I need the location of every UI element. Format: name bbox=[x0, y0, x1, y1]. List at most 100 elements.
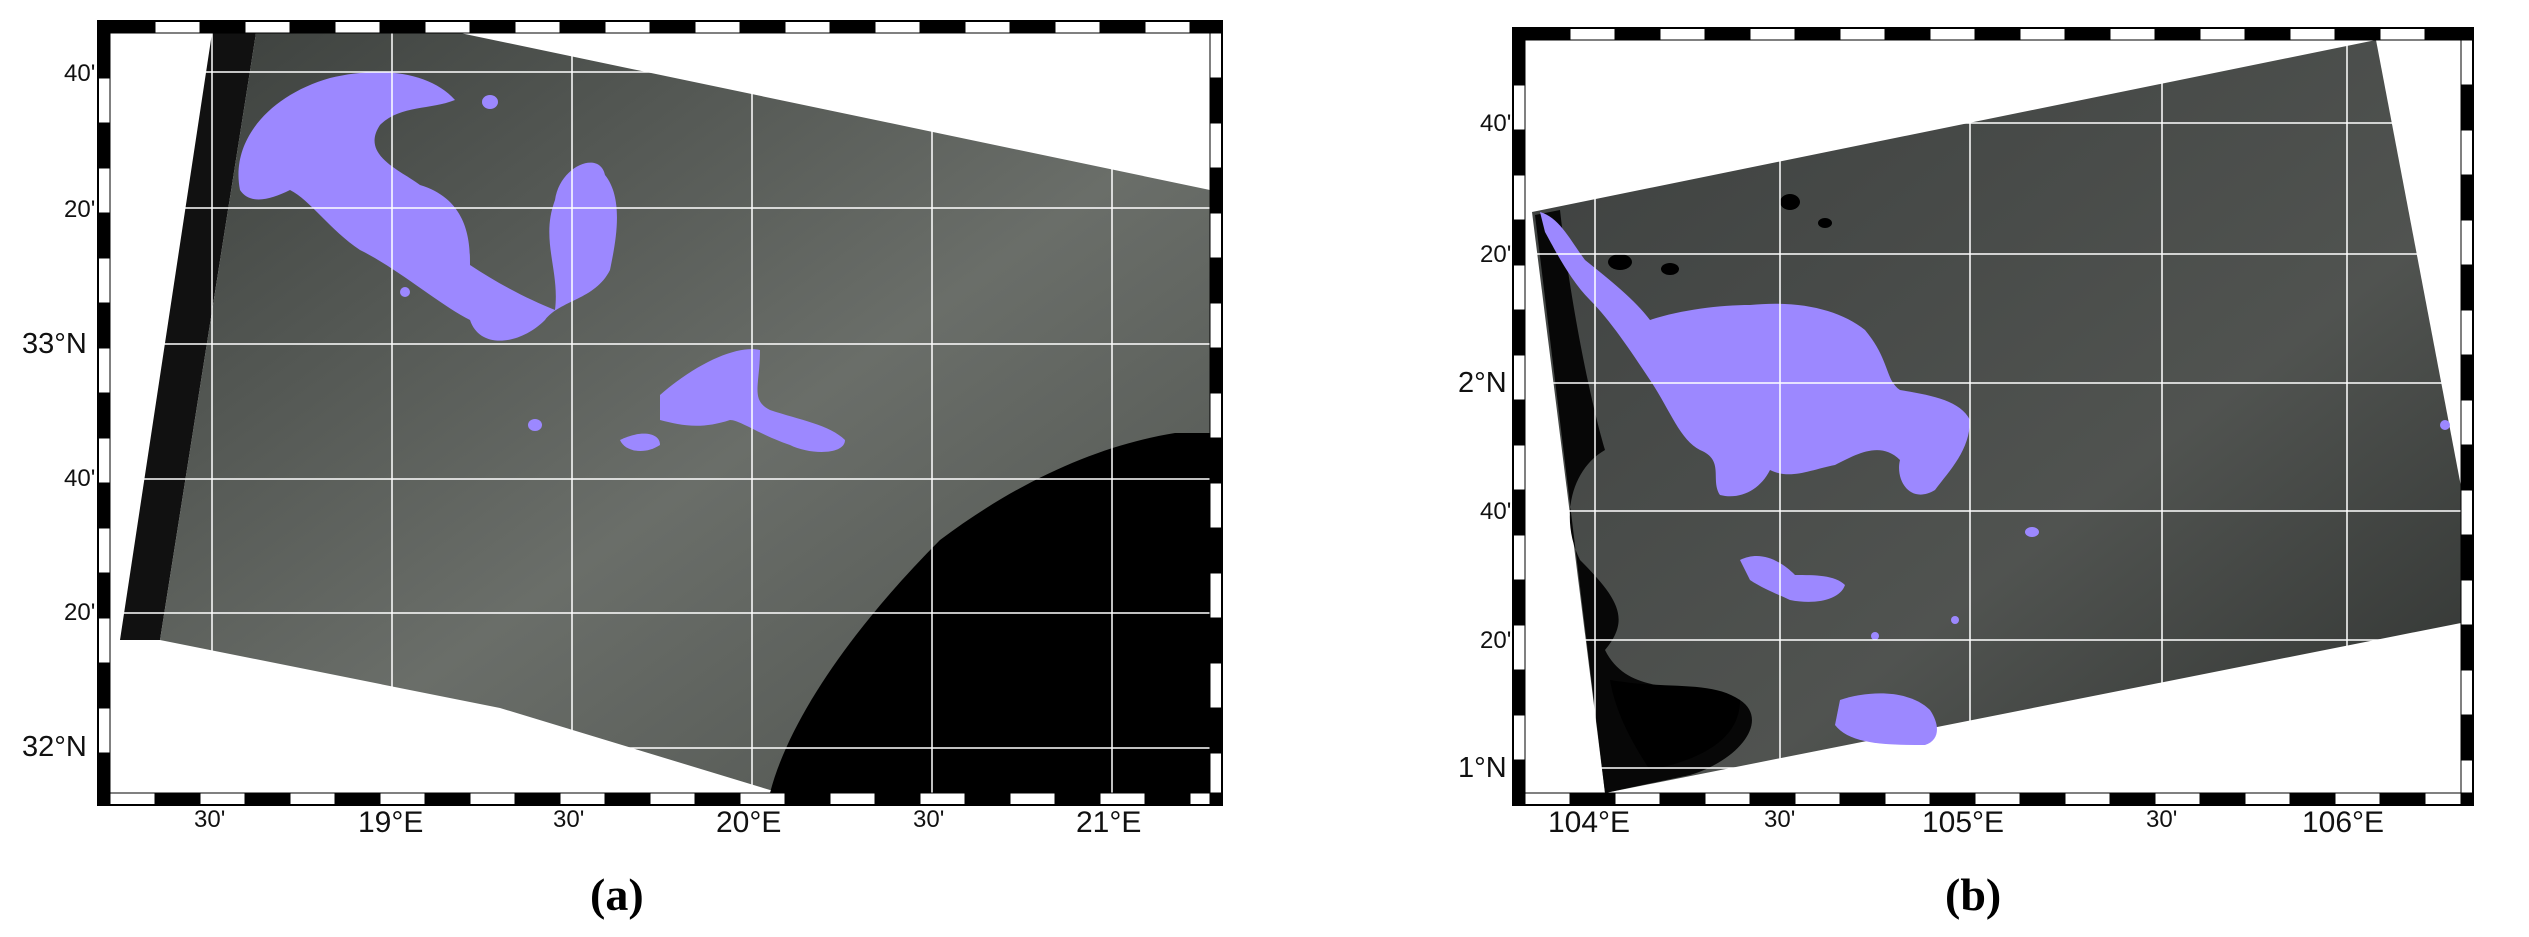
frame-segment bbox=[1209, 482, 1223, 529]
lat-label: 40' bbox=[1480, 110, 1512, 137]
frame-segment bbox=[2154, 27, 2201, 41]
frame-segment bbox=[919, 20, 966, 34]
frame-segment bbox=[97, 572, 111, 619]
frame-segment bbox=[199, 792, 246, 806]
frame-segment bbox=[469, 20, 516, 34]
frame-segment bbox=[2379, 27, 2426, 41]
frame-segment bbox=[1614, 27, 1661, 41]
frame-segment bbox=[1974, 27, 2021, 41]
frame-segment bbox=[97, 122, 111, 169]
oil-slick bbox=[238, 72, 617, 341]
frame-segment bbox=[739, 792, 786, 806]
lat-label: 40' bbox=[64, 60, 96, 87]
frame-segment bbox=[1839, 27, 1886, 41]
frame-segment bbox=[97, 77, 111, 124]
frame-segment bbox=[1512, 174, 1526, 221]
frame-segment bbox=[289, 792, 336, 806]
frame-segment bbox=[97, 707, 111, 754]
frame-segment bbox=[1512, 39, 1526, 86]
frame-segment bbox=[2460, 792, 2474, 806]
map-panel-b: 104°E 30' 105°E 30' 106°E 40' 20' 2°N 40… bbox=[1270, 0, 2529, 937]
frame-segment bbox=[1512, 714, 1526, 761]
map-b-canvas bbox=[1512, 27, 2474, 806]
map-b-land-mask bbox=[1610, 680, 1740, 770]
frame-segment bbox=[694, 792, 741, 806]
frame-segment bbox=[2460, 129, 2474, 176]
frame-segment bbox=[2460, 309, 2474, 356]
oil-slick bbox=[2440, 420, 2450, 430]
oil-slick bbox=[1951, 616, 1959, 624]
frame-segment bbox=[2424, 792, 2462, 806]
lon-label: 20°E bbox=[716, 806, 782, 839]
frame-segment bbox=[1209, 122, 1223, 169]
frame-segment bbox=[784, 792, 831, 806]
frame-segment bbox=[97, 662, 111, 709]
panel-caption-a: (a) bbox=[590, 869, 644, 920]
frame-segment bbox=[379, 20, 426, 34]
frame-segment bbox=[1209, 572, 1223, 619]
frame-segment bbox=[244, 20, 291, 34]
frame-segment bbox=[1209, 617, 1223, 664]
frame-segment bbox=[1209, 77, 1223, 124]
frame-segment bbox=[2334, 792, 2381, 806]
frame-segment bbox=[334, 20, 381, 34]
frame-segment bbox=[2019, 27, 2066, 41]
frame-segment bbox=[1209, 167, 1223, 214]
frame-segment bbox=[1209, 662, 1223, 709]
frame-segment bbox=[97, 212, 111, 259]
map-a-left-strip bbox=[120, 33, 256, 640]
lat-label: 20' bbox=[64, 196, 96, 223]
frame-segment bbox=[1512, 534, 1526, 581]
frame-segment bbox=[2199, 792, 2246, 806]
panel-caption-b: (b) bbox=[1945, 869, 2002, 920]
frame-segment bbox=[97, 392, 111, 439]
frame-segment bbox=[1209, 212, 1223, 259]
oil-slick bbox=[400, 287, 410, 297]
frame-segment bbox=[829, 20, 876, 34]
frame-segment bbox=[1614, 792, 1661, 806]
frame-segment bbox=[919, 792, 966, 806]
frame-segment bbox=[97, 527, 111, 574]
frame-segment bbox=[1512, 264, 1526, 311]
lon-label: 19°E bbox=[358, 806, 424, 839]
frame-segment bbox=[1704, 792, 1751, 806]
frame-segment bbox=[649, 20, 696, 34]
frame-segment bbox=[2064, 27, 2111, 41]
frame-segment bbox=[1512, 444, 1526, 491]
frame-segment bbox=[244, 792, 291, 806]
frame-segment bbox=[1749, 27, 1796, 41]
frame-segment bbox=[154, 792, 201, 806]
frame-segment bbox=[1512, 27, 1526, 41]
frame-segment bbox=[1704, 27, 1751, 41]
oil-slick bbox=[528, 419, 542, 431]
frame-segment bbox=[2460, 444, 2474, 491]
frame-segment bbox=[1209, 32, 1223, 79]
frame-segment bbox=[1929, 27, 1976, 41]
frame-segment bbox=[1189, 20, 1211, 34]
frame-segment bbox=[1189, 792, 1211, 806]
frame-segment bbox=[514, 792, 561, 806]
graticule-b bbox=[1525, 40, 2461, 793]
oil-slick bbox=[482, 95, 498, 109]
frame-segment bbox=[1209, 707, 1223, 754]
lon-label: 106°E bbox=[2302, 806, 2385, 839]
frame-segment bbox=[289, 20, 336, 34]
frame-segment bbox=[1144, 20, 1191, 34]
frame-segment bbox=[1929, 792, 1976, 806]
frame-segment bbox=[1884, 27, 1931, 41]
frame-segment bbox=[1209, 527, 1223, 574]
frame-segment bbox=[1512, 309, 1526, 356]
frame-segment bbox=[2424, 27, 2462, 41]
frame-segment bbox=[1054, 792, 1101, 806]
frame-segment bbox=[2109, 792, 2156, 806]
frame-segment bbox=[1009, 792, 1056, 806]
graticule-a bbox=[110, 33, 1210, 793]
lon-label: 30' bbox=[553, 806, 585, 833]
islands-b bbox=[1608, 194, 1832, 275]
frame-segment bbox=[604, 20, 651, 34]
frame-segment bbox=[874, 20, 921, 34]
frame-segment bbox=[1749, 792, 1796, 806]
oil-slick bbox=[620, 433, 660, 452]
frame-segment bbox=[649, 792, 696, 806]
frame-segment bbox=[97, 482, 111, 529]
